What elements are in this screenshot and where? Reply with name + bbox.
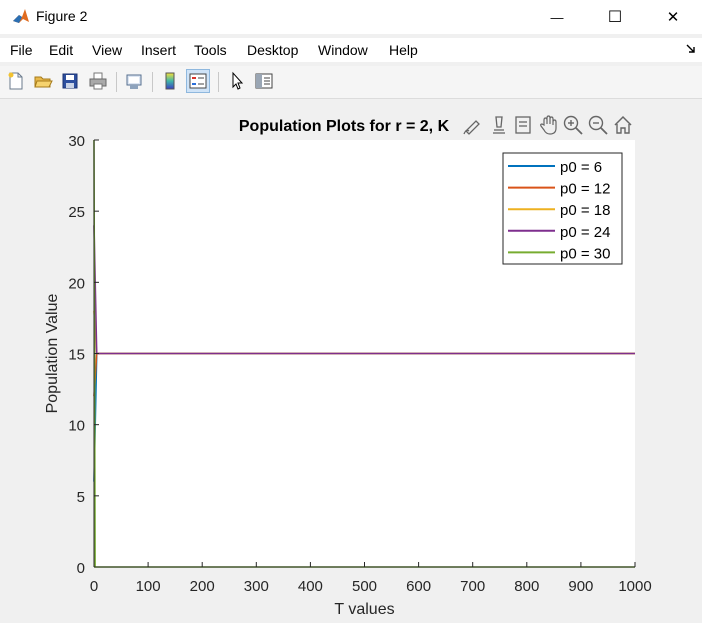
y-tick-label: 20 [68, 275, 85, 292]
y-tick-label: 15 [68, 347, 85, 364]
maximize-icon: ☐ [607, 9, 623, 26]
close-button[interactable]: ✕ [644, 0, 702, 34]
data-tips-icon[interactable] [488, 114, 510, 136]
y-axis-label: Population Value [44, 294, 61, 414]
legend[interactable]: p0 = 6 p0 = 12 p0 = 18 p0 = 24 p0 = 30 [502, 152, 623, 265]
pan-icon[interactable] [538, 114, 560, 136]
save-icon [62, 73, 78, 89]
x-tick-label: 900 [568, 578, 593, 595]
figure-toolbar [0, 66, 702, 99]
y-tick-label: 30 [68, 133, 85, 150]
insert-legend-icon [189, 73, 207, 89]
x-tick-label: 300 [244, 578, 269, 595]
link-plot-button[interactable] [122, 69, 146, 93]
toolbar-separator [218, 72, 219, 92]
y-tick-label: 5 [77, 489, 85, 506]
menu-tools[interactable]: Tools [194, 42, 227, 58]
restore-view-icon[interactable] [612, 114, 634, 136]
new-figure-button[interactable] [4, 69, 28, 93]
minimize-icon: — [550, 9, 564, 25]
print-button[interactable] [86, 69, 110, 93]
legend-label-2: p0 = 12 [560, 181, 610, 198]
close-icon: ✕ [666, 9, 680, 26]
x-tick-label: 100 [136, 578, 161, 595]
legend-label-4: p0 = 24 [560, 224, 610, 241]
menu-bar: File Edit View Insert Tools Desktop Wind… [0, 38, 702, 62]
insert-legend-button[interactable] [186, 69, 210, 93]
edit-plot-button[interactable] [225, 69, 249, 93]
zoom-out-icon[interactable] [587, 114, 609, 136]
matlab-logo-icon [11, 6, 31, 26]
y-tick-label: 25 [68, 204, 85, 221]
insert-colorbar-icon [165, 72, 175, 90]
x-axis-label: T values [334, 601, 394, 618]
x-tick-label: 800 [514, 578, 539, 595]
y-tick-label: 0 [77, 560, 85, 577]
link-plot-icon [126, 74, 142, 89]
open-file-button[interactable] [31, 69, 55, 93]
window-title: Figure 2 [36, 8, 88, 24]
dock-arrow-icon[interactable] [686, 44, 696, 54]
print-icon [89, 72, 107, 90]
brush-data-icon[interactable] [462, 114, 484, 136]
menu-file[interactable]: File [10, 42, 33, 58]
menu-edit[interactable]: Edit [49, 42, 74, 58]
edit-plot-cursor-icon [232, 71, 244, 90]
x-tick-label: 600 [406, 578, 431, 595]
maximize-button[interactable]: ☐ [586, 0, 644, 34]
datatip-list-icon[interactable] [512, 114, 534, 136]
toolbar-separator [116, 72, 117, 92]
x-tick-label: 200 [190, 578, 215, 595]
menu-view[interactable]: View [92, 42, 123, 58]
legend-label-3: p0 = 18 [560, 202, 610, 219]
menu-insert[interactable]: Insert [141, 42, 177, 58]
zoom-in-icon[interactable] [562, 114, 584, 136]
menu-desktop[interactable]: Desktop [247, 42, 299, 58]
menu-help[interactable]: Help [389, 42, 418, 58]
open-file-icon [34, 76, 53, 88]
property-inspector-icon [255, 73, 273, 89]
toolbar-separator [152, 72, 153, 92]
axes-frame: 0 100 200 300 400 500 600 700 800 900 1000 0 5 10 15 20… [68, 133, 651, 595]
x-tick-label: 500 [352, 578, 377, 595]
menu-window[interactable]: Window [318, 42, 368, 58]
chart-title: Population Plots for r = 2, K [239, 118, 450, 135]
x-tick-label: 0 [90, 578, 98, 595]
legend-label-1: p0 = 6 [560, 159, 602, 176]
x-tick-label: 1000 [618, 578, 651, 595]
insert-colorbar-button[interactable] [158, 69, 182, 93]
window-titlebar: Figure 2 — ☐ ✕ [0, 0, 702, 34]
new-figure-icon [8, 72, 23, 90]
save-button[interactable] [58, 69, 82, 93]
x-tick-label: 700 [460, 578, 485, 595]
y-tick-label: 10 [68, 418, 85, 435]
legend-label-5: p0 = 30 [560, 245, 610, 262]
minimize-button[interactable]: — [528, 0, 586, 34]
x-tick-label: 400 [298, 578, 323, 595]
property-inspector-button[interactable] [252, 69, 276, 93]
